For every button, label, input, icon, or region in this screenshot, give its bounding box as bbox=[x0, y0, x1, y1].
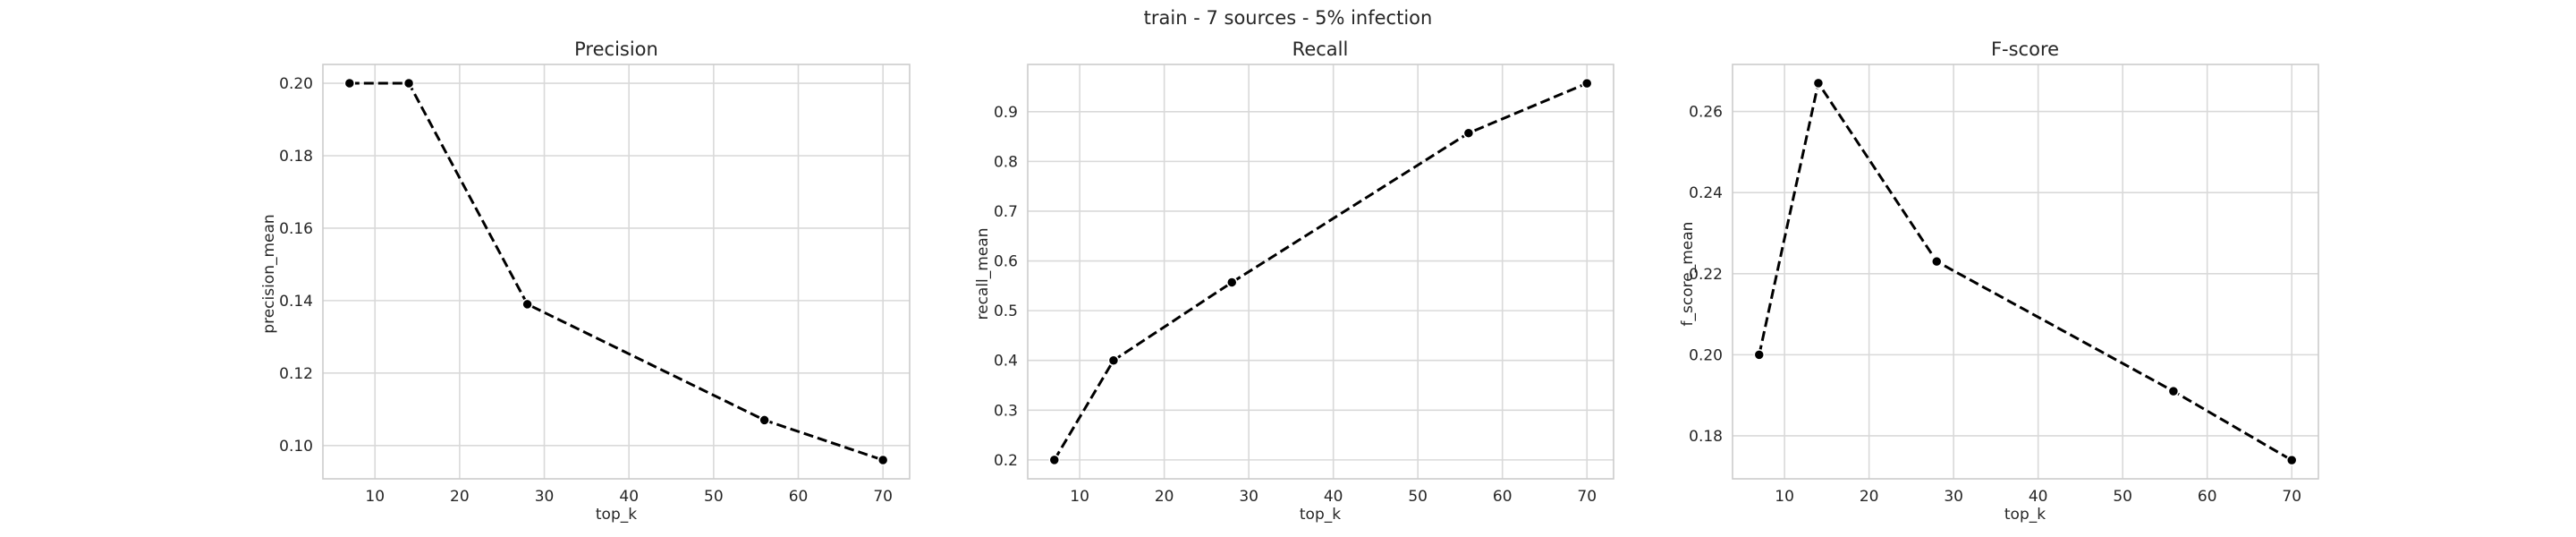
y-tick-label-f-score: 0.18 bbox=[1689, 428, 1723, 446]
panel-title-f-score: F-score bbox=[1991, 38, 2059, 60]
y-tick-label-recall: 0.7 bbox=[994, 203, 1018, 221]
y-tick-label-recall: 0.9 bbox=[994, 104, 1018, 122]
data-point-f-score bbox=[2167, 385, 2180, 397]
data-point-f-score bbox=[2285, 454, 2298, 466]
x-tick-label-recall: 10 bbox=[1070, 488, 1089, 506]
x-tick-label-f-score: 50 bbox=[2113, 488, 2132, 506]
x-tick-label-recall: 70 bbox=[1577, 488, 1597, 506]
data-point-recall bbox=[1107, 354, 1120, 366]
data-point-f-score bbox=[1753, 349, 1766, 361]
x-tick-label-f-score: 40 bbox=[2029, 488, 2048, 506]
x-tick-label-recall: 60 bbox=[1493, 488, 1513, 506]
y-tick-label-precision: 0.18 bbox=[279, 148, 313, 166]
data-point-precision bbox=[521, 298, 533, 311]
panel-recall: Recall top_k recall_mean 10 20 30 40 50 60 70 0… bbox=[974, 38, 1614, 524]
data-point-f-score bbox=[1812, 77, 1825, 90]
data-point-f-score bbox=[1931, 255, 1943, 268]
x-tick-label-recall: 30 bbox=[1239, 488, 1258, 506]
x-tick-label-precision: 20 bbox=[450, 488, 470, 506]
y-tick-label-recall: 0.2 bbox=[994, 452, 1018, 470]
y-tick-label-recall: 0.8 bbox=[994, 153, 1018, 171]
data-point-recall bbox=[1462, 127, 1475, 139]
data-point-precision bbox=[758, 414, 770, 426]
x-tick-label-precision: 60 bbox=[789, 488, 809, 506]
y-axis-label-f-score: f_score_mean bbox=[1679, 222, 1697, 327]
y-tick-label-f-score: 0.20 bbox=[1689, 346, 1723, 364]
y-tick-label-f-score: 0.26 bbox=[1689, 104, 1723, 122]
y-axis-label-recall: recall_mean bbox=[974, 228, 992, 320]
series-line-recall bbox=[1053, 81, 1588, 461]
x-axis-label-f-score: top_k bbox=[2004, 506, 2046, 524]
y-tick-label-precision: 0.10 bbox=[279, 438, 313, 456]
x-tick-label-precision: 70 bbox=[873, 488, 893, 506]
figure-suptitle: train - 7 sources - 5% infection bbox=[1144, 7, 1433, 29]
data-point-precision bbox=[877, 454, 889, 466]
plot-area-recall: 10 20 30 40 50 60 70 0.2 0.3 0.4 0.5 0.6 0.7 0.8 0.9 bbox=[994, 64, 1614, 506]
y-tick-label-precision: 0.16 bbox=[279, 220, 313, 238]
x-tick-label-recall: 40 bbox=[1324, 488, 1343, 506]
data-point-recall bbox=[1580, 77, 1593, 90]
y-tick-label-recall: 0.6 bbox=[994, 253, 1018, 271]
y-tick-label-recall: 0.5 bbox=[994, 303, 1018, 320]
y-axis-label-precision: precision_mean bbox=[260, 214, 278, 333]
x-tick-label-f-score: 10 bbox=[1775, 488, 1794, 506]
y-tick-label-recall: 0.4 bbox=[994, 353, 1018, 371]
data-point-precision bbox=[343, 77, 356, 90]
x-tick-label-f-score: 20 bbox=[1860, 488, 1879, 506]
x-tick-label-f-score: 30 bbox=[1944, 488, 1963, 506]
x-tick-label-f-score: 70 bbox=[2282, 488, 2301, 506]
y-tick-label-precision: 0.12 bbox=[279, 365, 313, 383]
y-tick-label-precision: 0.20 bbox=[279, 75, 313, 93]
x-tick-label-f-score: 60 bbox=[2198, 488, 2217, 506]
panel-title-precision: Precision bbox=[574, 38, 658, 60]
panel-f-score: F-score top_k f_score_mean 10 20 30 40 50 60 7… bbox=[1679, 38, 2319, 524]
panel-precision: Precision top_k precision_mean 10 20 30 40 5… bbox=[260, 38, 911, 524]
y-tick-label-recall: 0.3 bbox=[994, 402, 1018, 420]
axes-frame-recall bbox=[1027, 64, 1614, 480]
x-tick-label-precision: 30 bbox=[535, 488, 555, 506]
y-tick-label-precision: 0.14 bbox=[279, 293, 313, 311]
x-tick-label-recall: 20 bbox=[1155, 488, 1174, 506]
x-tick-label-precision: 10 bbox=[365, 488, 385, 506]
data-point-recall bbox=[1226, 277, 1238, 288]
x-tick-label-recall: 50 bbox=[1408, 488, 1428, 506]
x-axis-label-precision: top_k bbox=[596, 506, 637, 524]
axes-frame-f-score bbox=[1732, 64, 2319, 480]
plot-area-precision: 10 20 30 40 50 60 70 0.10 0.12 0.14 0.16 0.18 0.20 bbox=[279, 64, 911, 506]
x-axis-label-recall: top_k bbox=[1300, 506, 1341, 524]
data-point-precision bbox=[402, 77, 415, 90]
y-tick-label-f-score: 0.22 bbox=[1689, 266, 1723, 284]
axes-frame-precision bbox=[322, 64, 911, 480]
x-tick-label-precision: 40 bbox=[619, 488, 639, 506]
y-tick-label-f-score: 0.24 bbox=[1689, 184, 1723, 202]
plot-area-f-score: 10 20 30 40 50 60 70 0.18 0.20 0.22 0.24 0.26 bbox=[1689, 64, 2319, 506]
data-point-recall bbox=[1048, 454, 1061, 466]
x-tick-label-precision: 50 bbox=[704, 488, 724, 506]
panel-title-recall: Recall bbox=[1292, 38, 1349, 60]
